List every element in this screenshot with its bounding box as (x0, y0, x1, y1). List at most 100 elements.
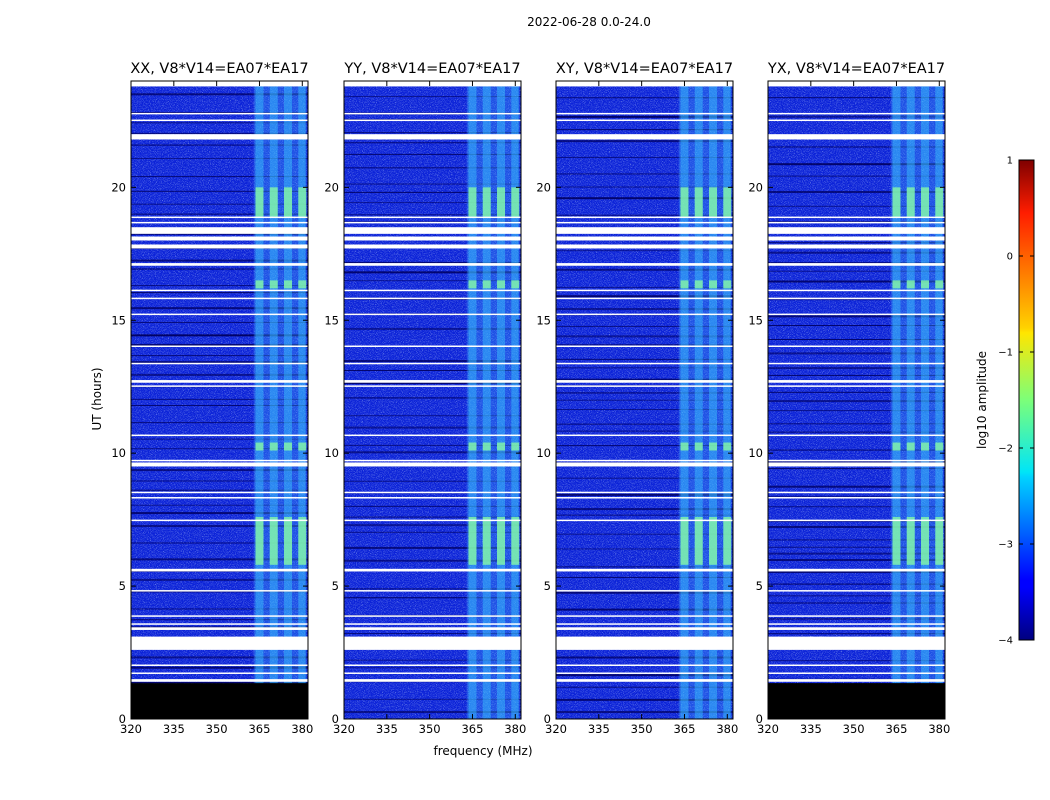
y-tick-label: 0 (756, 712, 763, 726)
dark-stripe (768, 602, 945, 604)
dark-stripe (768, 97, 945, 99)
flagged-row (344, 519, 521, 522)
dark-stripe (768, 146, 945, 148)
rfi-burst (906, 516, 915, 565)
flagged-row (131, 434, 308, 437)
dark-stripe (344, 559, 521, 562)
colorbar-label: log10 amplitude (975, 351, 989, 449)
panel-4: YX, V8*V14=EA07*EA17 320 335 350 365 380 0 5 10 1… (748, 61, 950, 736)
dark-stripe (768, 374, 945, 376)
flagged-row (344, 590, 521, 592)
panel-1: XX, V8*V14=EA07*EA17 320 335 350 365 380 0 5 10 1… (111, 61, 313, 736)
dark-stripe (344, 516, 521, 518)
rfi-burst (468, 442, 477, 451)
flagged-row (344, 462, 521, 467)
dark-stripe (768, 485, 945, 488)
panel-frame (130, 80, 309, 720)
dark-stripe (556, 214, 733, 216)
flagged-row (131, 221, 308, 224)
rfi-burst (269, 442, 278, 451)
flagged-row (131, 491, 308, 494)
dark-stripe (344, 327, 521, 330)
y-tick-label: 0 (332, 712, 339, 726)
flagged-row (556, 623, 733, 625)
dark-stripe (768, 270, 945, 272)
dark-stripe (556, 566, 733, 568)
dark-stripe (344, 214, 521, 216)
dark-stripe (344, 698, 521, 700)
rfi-burst (284, 280, 293, 289)
dark-stripe (344, 142, 521, 144)
dark-stripe (344, 667, 521, 669)
y-tick-label: 5 (332, 579, 339, 593)
dark-stripe (556, 344, 733, 346)
rfi-burst (723, 187, 732, 217)
rfi-burst (482, 442, 491, 451)
x-tick-label: 365 (248, 722, 270, 736)
rfi-burst (255, 442, 264, 451)
colorbar-tick-label: −4 (998, 636, 1013, 647)
rfi-channel (298, 86, 307, 719)
dark-stripe (131, 176, 308, 178)
flagged-row (768, 679, 945, 682)
flagged-row (768, 519, 945, 522)
dark-stripe (131, 144, 308, 146)
flagged-row (556, 380, 733, 383)
rfi-burst (892, 280, 901, 289)
rfi-burst (284, 516, 293, 565)
flagged-row (131, 497, 308, 499)
x-tick-label: 335 (588, 722, 610, 736)
rfi-burst (680, 516, 689, 565)
dark-stripe (131, 292, 308, 294)
dark-stripe (131, 268, 308, 270)
flagged-row (344, 134, 521, 140)
dark-stripe (131, 343, 308, 346)
rfi-burst (906, 187, 915, 217)
flagged-row (344, 345, 521, 348)
flagged-row (556, 679, 733, 682)
rfi-burst (298, 516, 307, 565)
flagged-row (344, 491, 521, 494)
dark-stripe (556, 140, 733, 143)
rfi-burst (723, 280, 732, 289)
dark-stripe (131, 334, 308, 337)
rfi-burst (921, 280, 930, 289)
dark-stripe (768, 431, 945, 433)
flagged-row (556, 636, 733, 650)
rfi-channel (482, 86, 491, 719)
dark-stripe (768, 251, 945, 254)
x-tick-label: 365 (885, 722, 907, 736)
flagged-row (344, 664, 521, 667)
y-axis-label: UT (hours) (90, 367, 104, 430)
dark-stripe (344, 415, 521, 417)
flagged-row (344, 289, 521, 292)
flagged-row (556, 134, 733, 140)
dark-stripe (131, 373, 308, 376)
dark-stripe (768, 552, 945, 555)
dark-stripe (556, 286, 733, 288)
rfi-burst (269, 187, 278, 217)
flagged-row (344, 627, 521, 630)
x-tick-label: 380 (291, 722, 313, 736)
dark-stripe (131, 489, 308, 491)
rfi-burst (497, 516, 506, 565)
rfi-channel (680, 86, 689, 719)
flagged-row (131, 679, 308, 682)
rfi-burst (298, 187, 307, 217)
rfi-burst (921, 187, 930, 217)
dark-stripe (768, 546, 945, 548)
rfi-burst (482, 516, 491, 565)
x-tick-label: 350 (206, 722, 228, 736)
flagged-row (556, 519, 733, 522)
flagged-row (344, 297, 521, 300)
dark-stripe (768, 115, 945, 118)
rfi-burst (892, 516, 901, 565)
rfi-burst (709, 187, 718, 217)
dark-stripe (556, 325, 733, 327)
flagged-row (556, 362, 733, 365)
dark-stripe (344, 271, 521, 274)
panel-title: XY, V8*V14=EA07*EA17 (556, 61, 733, 77)
dark-stripe (131, 248, 308, 250)
dark-stripe (344, 531, 521, 533)
dark-stripe (768, 262, 945, 264)
